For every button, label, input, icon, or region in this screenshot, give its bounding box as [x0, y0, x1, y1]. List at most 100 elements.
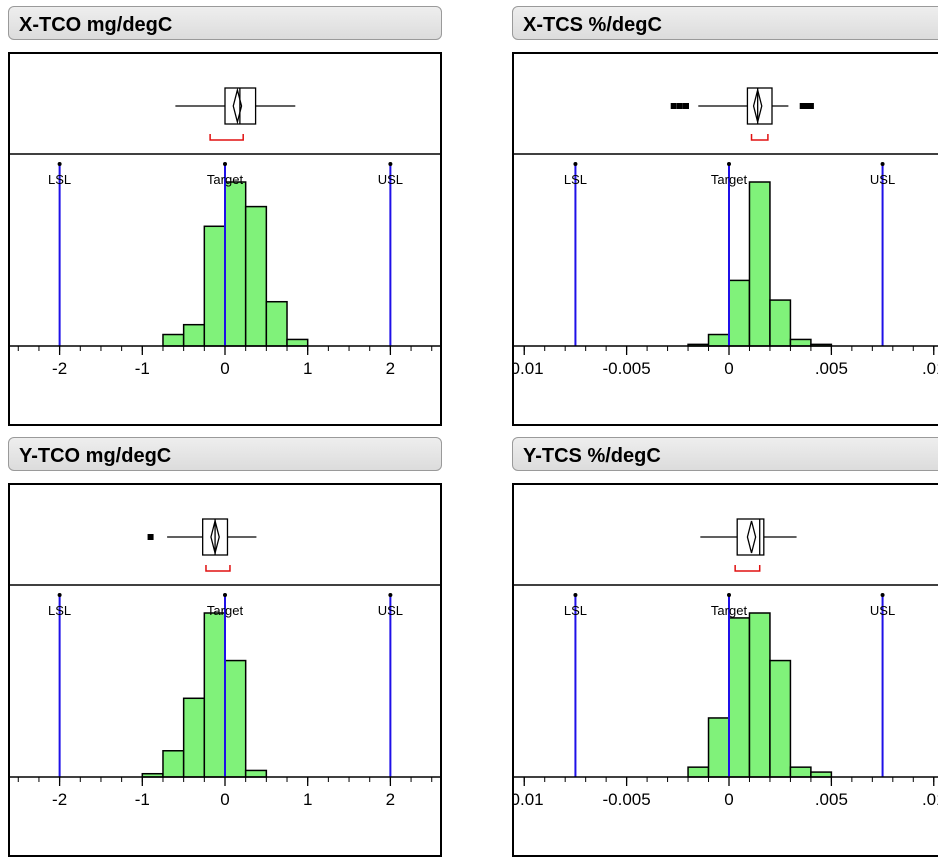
spec-limit-dot — [57, 162, 62, 166]
spec-limit-dot — [727, 162, 731, 166]
x-tick-label: -0.01 — [514, 359, 544, 378]
x-tick-label: .005 — [815, 790, 848, 809]
histogram-bar — [162, 333, 185, 347]
spec-limit-label: LSL — [564, 172, 587, 187]
spec-limit-label: USL — [870, 603, 895, 618]
histogram-bar — [182, 697, 206, 778]
shortest-half-bracket — [205, 565, 231, 572]
histogram-bar — [203, 612, 226, 778]
spec-limit-label: LSL — [564, 603, 587, 618]
spec-limit-dot — [223, 593, 227, 597]
histogram-bar — [224, 181, 247, 347]
histogram-bar — [244, 205, 268, 347]
spec-limit-label: USL — [378, 603, 403, 618]
boxplot-mean-diamond — [752, 89, 763, 123]
spec-limit-dot — [880, 593, 885, 597]
panel-header[interactable]: X-TCO mg/degC — [8, 6, 442, 40]
x-tick-label: 0 — [220, 359, 229, 378]
x-tick-label: 2 — [386, 359, 395, 378]
chart-title: Y-TCS %/degC — [523, 445, 661, 467]
boxplot-outlier — [683, 103, 689, 109]
spec-limit-label: Target — [207, 603, 244, 618]
histogram-bar — [769, 299, 792, 347]
histogram-bar — [224, 659, 247, 778]
shortest-half-bracket — [750, 134, 769, 141]
histogram-bar — [182, 323, 206, 347]
histogram-bar — [687, 766, 710, 778]
spec-limit-label: Target — [711, 172, 748, 187]
boxplot-outlier — [676, 103, 683, 109]
histogram-bar — [789, 338, 812, 347]
spec-limit-dot — [223, 162, 227, 166]
x-tick-label: -2 — [52, 790, 67, 809]
histogram-bar — [162, 750, 185, 778]
chart-panel-x-tcs: X-TCS %/degC LSL Target USL -0.01 -0.005 0 .00… — [512, 6, 938, 426]
boxplot-outlier — [807, 103, 814, 109]
x-tick-label: -0.01 — [514, 790, 544, 809]
panel-header[interactable]: Y-TCS %/degC — [512, 437, 938, 471]
x-tick-label: 0 — [724, 790, 733, 809]
histogram-bar — [748, 181, 771, 347]
spec-limit-label: Target — [711, 603, 748, 618]
spec-limit-label: Target — [207, 172, 244, 187]
boxplot-mean-diamond — [210, 518, 220, 556]
spec-limit-label: USL — [378, 172, 403, 187]
boxplot-outlier — [147, 534, 154, 540]
spec-limit-dot — [573, 593, 578, 597]
chart-title: Y-TCO mg/degC — [19, 445, 172, 467]
x-tick-label: .01 — [922, 359, 938, 378]
spec-limit-dot — [57, 593, 62, 597]
chart-panel-x-tco: X-TCO mg/degC LSL Target USL -2 -1 0 1 2 — [8, 6, 442, 426]
spec-limit-label: LSL — [48, 603, 71, 618]
x-tick-label: -0.005 — [603, 359, 651, 378]
boxplot-mean-diamond — [232, 87, 243, 125]
x-tick-label: 2 — [386, 790, 395, 809]
panel-header[interactable]: Y-TCO mg/degC — [8, 437, 442, 471]
spec-limit-label: LSL — [48, 172, 71, 187]
x-tick-label: 1 — [303, 790, 312, 809]
boxplot-outlier — [799, 103, 806, 109]
histogram-svg: LSL Target USL -0.01 -0.005 0 .005 .01 — [514, 87, 938, 378]
chart-panel-y-tco: Y-TCO mg/degC LSL Target USL -2 -1 0 1 2 — [8, 437, 442, 857]
x-tick-label: .01 — [922, 790, 938, 809]
histogram-bar — [265, 300, 288, 347]
histogram-bar — [707, 333, 730, 347]
x-tick-label: -1 — [135, 790, 150, 809]
shortest-half-bracket — [734, 565, 761, 572]
boxplot-outlier — [803, 103, 810, 109]
histogram-bar — [244, 769, 268, 778]
x-tick-label: -1 — [135, 359, 150, 378]
chart-panel-y-tcs: Y-TCS %/degC LSL Target USL -0.01 -0.005 0 .00… — [512, 437, 938, 857]
histogram-bar — [707, 717, 730, 778]
x-tick-label: -2 — [52, 359, 67, 378]
spec-limit-dot — [880, 162, 885, 166]
chart-title: X-TCO mg/degC — [19, 14, 173, 36]
histogram-bar — [728, 617, 751, 778]
boxplot-mean-diamond — [746, 520, 757, 554]
spec-limit-dot — [727, 593, 731, 597]
chart-title: X-TCS %/degC — [523, 14, 662, 36]
spec-limit-dot — [388, 162, 393, 166]
histogram-bar — [203, 225, 226, 347]
x-tick-label: 1 — [303, 359, 312, 378]
spec-limit-dot — [573, 162, 578, 166]
boxplot-box — [746, 87, 773, 125]
panel-header[interactable]: X-TCS %/degC — [512, 6, 938, 40]
spec-limit-label: USL — [870, 172, 895, 187]
histogram-svg: LSL Target USL -0.01 -0.005 0 .005 .01 — [514, 518, 938, 809]
boxplot-outlier — [670, 103, 677, 109]
histogram-svg: LSL Target USL -2 -1 0 1 2 — [10, 518, 440, 809]
histogram-bar — [728, 279, 751, 347]
spec-limit-dot — [388, 593, 393, 597]
histogram-bar — [286, 338, 309, 347]
histogram-bar — [789, 766, 812, 778]
x-tick-label: 0 — [724, 359, 733, 378]
x-tick-label: .005 — [815, 359, 848, 378]
x-tick-label: 0 — [220, 790, 229, 809]
histogram-svg: LSL Target USL -2 -1 0 1 2 — [10, 87, 440, 378]
histogram-bar — [769, 659, 792, 778]
plot-frame: LSL Target USL -0.01 -0.005 0 .005 .01 — [512, 52, 938, 426]
x-tick-label: -0.005 — [603, 790, 651, 809]
plot-frame: LSL Target USL -2 -1 0 1 2 — [8, 483, 442, 857]
histogram-bar — [748, 612, 771, 778]
